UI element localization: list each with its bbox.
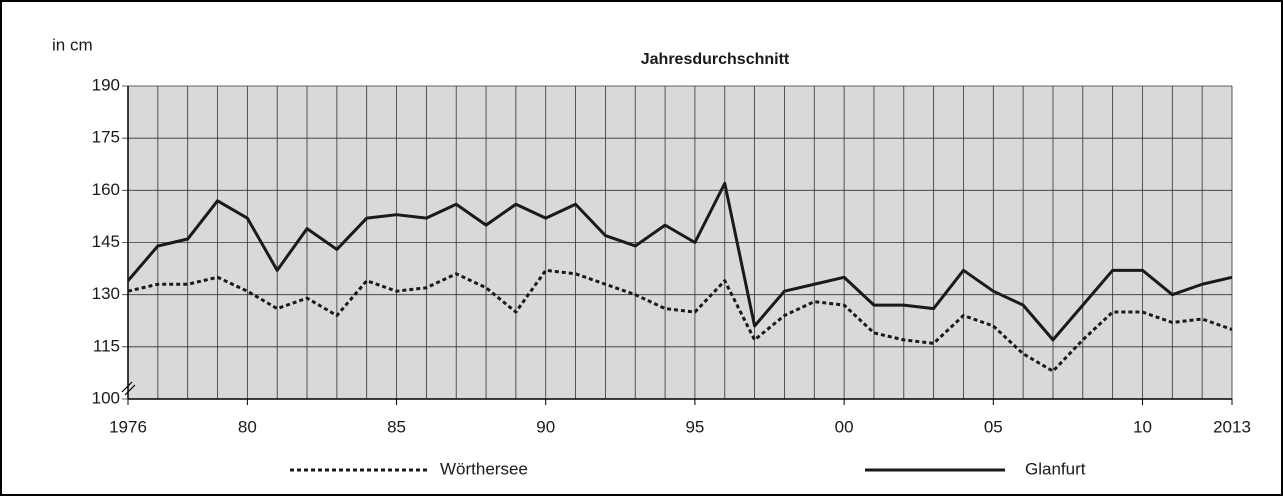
y-tick-label: 175 (92, 128, 120, 147)
chart-title: Jahresdurchschnitt (641, 51, 790, 68)
series-line (126, 181, 1233, 342)
x-tick-label: 00 (835, 417, 854, 436)
y-tick-label: 145 (92, 232, 120, 251)
x-tick-label: 10 (1133, 417, 1152, 436)
y-tick-label: 190 (92, 75, 120, 94)
x-tick-label: 05 (984, 417, 1003, 436)
axis-break (121, 381, 136, 396)
y-axis-label: in cm (52, 35, 93, 54)
x-tick-label: 85 (387, 417, 406, 436)
x-tick-label: 90 (536, 417, 555, 436)
y-tick-label: 115 (93, 336, 120, 355)
y-tick-label: 130 (92, 284, 120, 303)
y-tick-label: 160 (92, 180, 120, 199)
legend-label: Glanfurt (1025, 459, 1086, 478)
x-tick-label: 1976 (109, 417, 147, 436)
y-tick-label: 100 (92, 388, 120, 407)
legend-label: Wörthersee (440, 459, 528, 478)
x-tick-label: 2013 (1213, 417, 1251, 436)
x-tick-label: 80 (238, 417, 257, 436)
x-tick-label: 95 (685, 417, 704, 436)
